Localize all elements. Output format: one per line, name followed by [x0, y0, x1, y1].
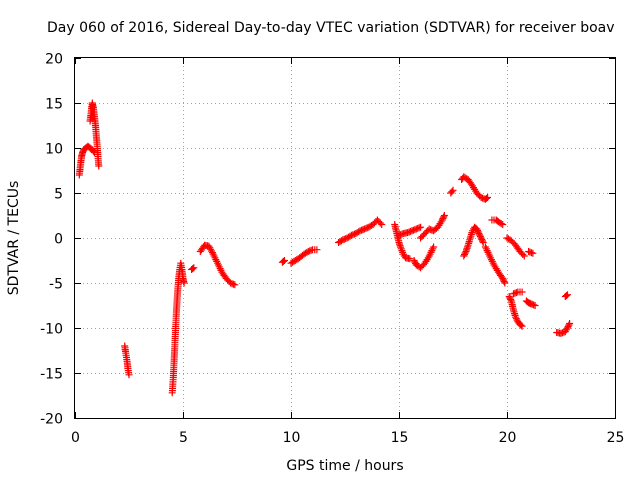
data-point-pass — [510, 288, 526, 298]
data-point-pass — [488, 216, 507, 228]
data-point-pass — [481, 243, 509, 287]
data-point-pass — [460, 223, 487, 260]
data-point-pass — [503, 234, 528, 260]
data-point-pass — [553, 320, 574, 337]
tick-labels: 0 5 10 15 20 25 -20 -15 -10 -5 0 5 10 15 20 — [40, 52, 624, 447]
y-tick-label: 10 — [45, 142, 63, 158]
data-point-pass — [196, 241, 239, 289]
x-axis-label: GPS time / hours — [286, 458, 403, 474]
data-point-pass — [417, 212, 448, 242]
data-point-pass — [525, 248, 537, 257]
data-point-pass — [75, 142, 98, 179]
x-tick-label: 20 — [499, 430, 517, 446]
x-tick-label: 10 — [283, 430, 301, 446]
y-tick-label: 5 — [54, 187, 63, 203]
data-point-pass — [188, 264, 198, 273]
y-tick-label: 20 — [45, 52, 63, 68]
data-point-pass — [391, 221, 414, 263]
y-axis-label: SDTVAR / TECUs — [6, 181, 22, 296]
axis-ticks — [75, 58, 616, 419]
data-point-pass — [121, 342, 133, 379]
data-point-pass — [505, 293, 526, 330]
data-point-pass — [458, 173, 492, 203]
chart-title: Day 060 of 2016, Sidereal Day-to-day VTE… — [47, 20, 615, 36]
y-tick-label: 15 — [45, 97, 63, 113]
data-point-pass — [561, 291, 571, 300]
x-tick-label: 5 — [179, 430, 188, 446]
data-point-pass — [522, 297, 539, 309]
data-point-pass — [410, 243, 438, 272]
y-tick-label: -15 — [40, 367, 63, 383]
x-tick-label: 15 — [391, 430, 409, 446]
plot-frame — [74, 57, 616, 419]
data-point-pass — [447, 186, 457, 197]
data-point-pass — [168, 259, 188, 397]
x-tick-label: 0 — [71, 430, 80, 446]
x-tick-label: 25 — [607, 430, 625, 446]
y-tick-label: 0 — [54, 232, 63, 248]
data-point-pass — [278, 257, 288, 266]
data-point-pass — [287, 246, 321, 267]
y-tick-label: -5 — [49, 277, 63, 293]
data-point-pass — [86, 99, 103, 170]
y-tick-label: -20 — [40, 412, 63, 428]
data-points — [75, 99, 574, 397]
data-point-pass — [335, 216, 386, 246]
data-point-pass — [395, 223, 425, 239]
y-tick-label: -10 — [40, 322, 63, 338]
